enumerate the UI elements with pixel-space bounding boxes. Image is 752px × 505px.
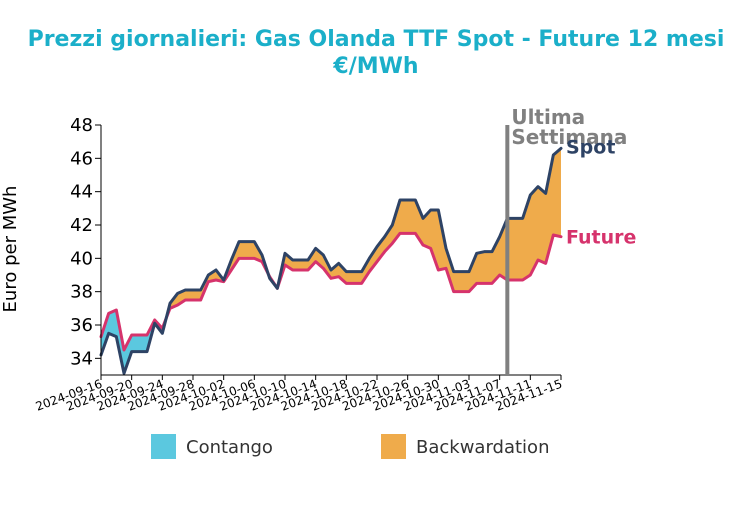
series-lines xyxy=(99,146,563,375)
x-ticks: 2024-09-162024-09-202024-09-242024-09-28… xyxy=(34,375,564,414)
y-tick-label: 36 xyxy=(70,315,93,336)
fill-areas xyxy=(101,148,561,374)
series-line-spot xyxy=(99,146,563,375)
y-tick-label: 42 xyxy=(70,215,93,236)
y-tick-label: 46 xyxy=(70,148,93,169)
legend-label-contango: Contango xyxy=(186,437,273,458)
series-label-future: Future xyxy=(566,227,636,249)
y-ticks: 34 36 38 40 42 44 46 48 xyxy=(70,115,101,369)
annotation-ultima: Ultima xyxy=(511,105,585,129)
series-line-future xyxy=(99,231,563,352)
chart-title: Prezzi giornalieri: Gas Olanda TTF Spot … xyxy=(28,27,725,52)
y-tick-label: 48 xyxy=(70,115,93,136)
legend-swatch-contango xyxy=(151,434,176,459)
y-tick-label: 34 xyxy=(70,348,93,369)
y-tick-label: 44 xyxy=(70,182,93,203)
series-label-spot: Spot xyxy=(566,136,615,158)
chart-subtitle: €/MWh xyxy=(332,54,418,79)
y-tick-label: 38 xyxy=(70,282,93,303)
fill-contango xyxy=(101,310,167,374)
y-tick-label: 40 xyxy=(70,248,93,269)
fill-backwardation xyxy=(277,148,561,292)
annotation-settimana: Settimana xyxy=(511,125,627,149)
y-axis-label: Euro per MWh xyxy=(0,186,21,313)
legend-swatch-backwardation xyxy=(381,434,406,459)
legend-label-backwardation: Backwardation xyxy=(416,437,549,458)
